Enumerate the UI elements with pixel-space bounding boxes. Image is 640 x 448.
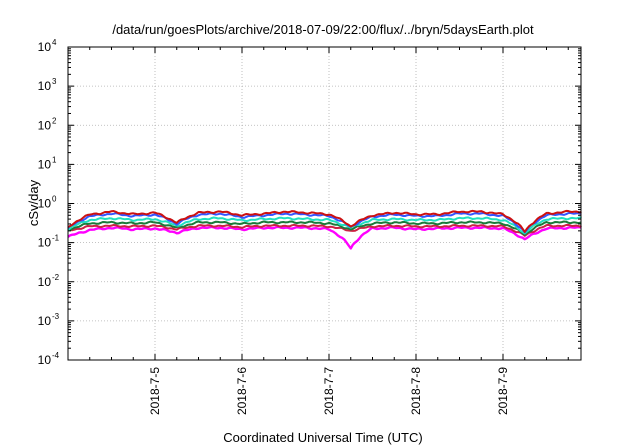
y-tick-exponent: 4: [52, 38, 57, 47]
series-line-0: [67, 225, 582, 250]
y-tick-exponent: 2: [52, 116, 57, 125]
y-tick-label: 10: [38, 40, 52, 54]
plot-frame: [67, 46, 582, 361]
y-tick-exponent: -3: [52, 312, 60, 321]
y-tick-exponent: -4: [52, 351, 60, 360]
x-axis-label: Coordinated Universal Time (UTC): [223, 430, 422, 445]
x-tick-label: 2018-7-9: [496, 367, 510, 415]
x-tick-label: 2018-7-7: [322, 367, 336, 415]
series-group: [67, 209, 582, 250]
y-tick-label: 10: [38, 236, 52, 250]
y-tick-label: 10: [38, 79, 52, 93]
y-tick-exponent: 3: [52, 77, 57, 86]
y-tick-label: 10: [38, 353, 52, 367]
x-tick-label: 2018-7-8: [409, 367, 423, 415]
y-tick-label: 10: [38, 197, 52, 211]
series-line-3: [67, 216, 582, 235]
series-line-5: [67, 209, 582, 233]
x-axis: 2018-7-5 2018-7-6 2018-7-7 2018-7-8 2018-7-9: [89, 47, 569, 415]
y-axis-label: cSv/day: [26, 179, 41, 226]
y-tick-exponent: -2: [52, 273, 60, 282]
y-tick-label: 10: [38, 275, 52, 289]
series-line-2: [67, 220, 582, 236]
y-tick-exponent: 0: [52, 195, 57, 204]
y-tick-exponent: -1: [52, 234, 60, 243]
series-line-1: [67, 223, 582, 237]
y-tick-label: 10: [38, 157, 52, 171]
y-tick-label: 10: [38, 118, 52, 132]
grid: [68, 47, 581, 360]
y-tick-label: 10: [38, 314, 52, 328]
x-tick-label: 2018-7-5: [148, 367, 162, 415]
chart-title: /data/run/goesPlots/archive/2018-07-09/2…: [112, 22, 534, 37]
y-tick-exponent: 1: [52, 155, 57, 164]
x-tick-label: 2018-7-6: [235, 367, 249, 415]
